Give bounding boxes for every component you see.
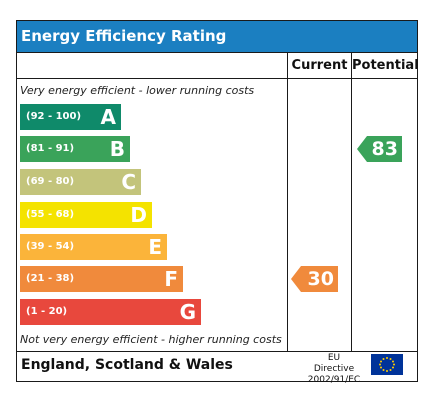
eu-directive: EU Directive 2002/91/EC <box>307 353 361 386</box>
band-c-letter: C <box>121 170 136 194</box>
potential-arrow-shape <box>357 136 402 162</box>
band-f-letter: F <box>164 267 178 291</box>
eu-flag-icon <box>371 354 403 375</box>
energy-rating-chart: Energy Efficiency Rating Current Potenti… <box>16 20 419 385</box>
divider-current <box>287 52 288 352</box>
band-a: (92 - 100) A <box>20 104 121 130</box>
band-d: (55 - 68) D <box>20 202 152 228</box>
potential-rating-value: 83 <box>371 138 398 160</box>
band-f-range: (21 - 38) <box>26 273 75 284</box>
divider-title <box>17 52 417 53</box>
band-g-range: (1 - 20) <box>26 306 68 317</box>
band-c-range: (69 - 80) <box>26 176 75 187</box>
band-f: (21 - 38) F <box>20 266 183 292</box>
bottom-note: Not very energy efficient - higher runni… <box>20 333 282 346</box>
band-g: (1 - 20) G <box>20 299 201 325</box>
eu-directive-line1: EU Directive <box>313 353 355 374</box>
band-e-range: (39 - 54) <box>26 241 75 252</box>
potential-column-header: Potential <box>352 58 419 73</box>
top-note: Very energy efficient - lower running co… <box>20 84 255 97</box>
eu-directive-line2: 2002/91/EC <box>307 375 361 385</box>
divider-header <box>17 78 417 79</box>
band-g-letter: G <box>179 300 196 324</box>
band-e-letter: E <box>148 235 162 259</box>
band-c: (69 - 80) C <box>20 169 141 195</box>
current-arrow-shape <box>291 266 338 292</box>
band-e: (39 - 54) E <box>20 234 167 260</box>
band-d-letter: D <box>130 203 147 227</box>
chart-title: Energy Efficiency Rating <box>17 21 417 52</box>
current-rating-arrow: 30 <box>291 266 338 292</box>
band-b-range: (81 - 91) <box>26 143 75 154</box>
band-b-letter: B <box>109 137 125 161</box>
band-d-range: (55 - 68) <box>26 209 75 220</box>
divider-potential <box>351 52 352 352</box>
current-rating-value: 30 <box>307 268 334 290</box>
eu-flag-stars <box>379 357 395 372</box>
potential-rating-arrow: 83 <box>357 136 402 162</box>
current-column-header: Current <box>291 58 348 73</box>
band-a-range: (92 - 100) <box>26 111 82 122</box>
band-a-letter: A <box>100 105 116 129</box>
region-label: England, Scotland & Wales <box>21 357 233 373</box>
band-b: (81 - 91) B <box>20 136 130 162</box>
divider-footer <box>17 351 417 352</box>
